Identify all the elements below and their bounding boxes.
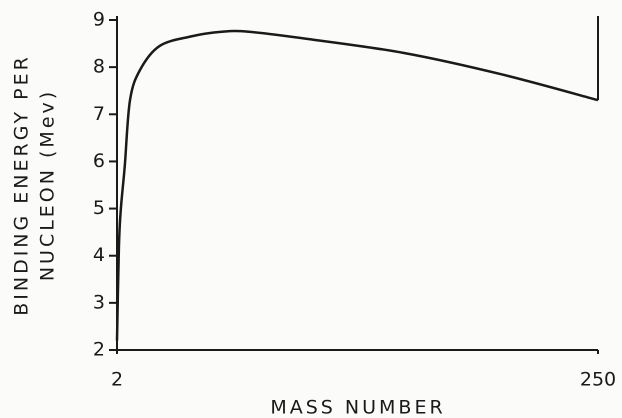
y-tick-label: 3 [93,291,105,313]
x-axis-label: MASS NUMBER [270,397,445,418]
y-tick-label: 5 [93,197,105,219]
y-tick-label: 7 [93,103,105,125]
y-tick-label: 6 [93,150,105,172]
y-tick-label: 4 [93,244,105,266]
y-axis-label: BINDING ENERGY PER [11,54,33,316]
line [115,29,599,341]
y-axis-label: NUCLEON (Mev) [37,89,59,281]
y-tick-label: 9 [93,9,105,31]
x-tick-label: 250 [580,369,616,391]
y-tick-label: 8 [93,56,105,78]
y-tick-label: 2 [93,339,105,361]
x-tick-label: 2 [111,369,123,391]
